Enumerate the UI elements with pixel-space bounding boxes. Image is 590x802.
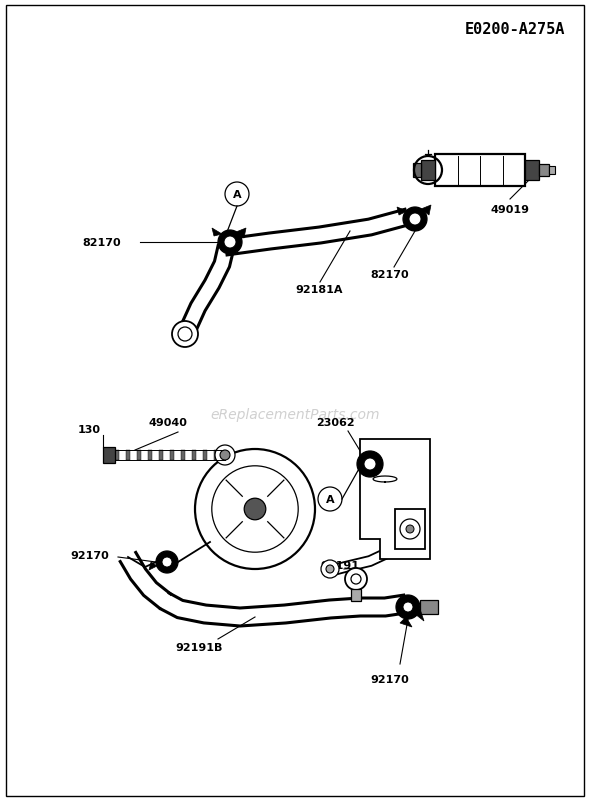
Polygon shape: [397, 208, 407, 216]
Circle shape: [224, 237, 236, 249]
Bar: [413, 164, 421, 178]
Text: 82170: 82170: [370, 269, 409, 280]
Bar: [103, 448, 115, 464]
Polygon shape: [400, 618, 412, 627]
Bar: [421, 160, 435, 180]
Polygon shape: [214, 451, 218, 460]
Text: 92170: 92170: [370, 674, 409, 684]
Polygon shape: [421, 206, 431, 216]
Polygon shape: [170, 451, 174, 460]
Polygon shape: [159, 451, 163, 460]
Text: E0200-A275A: E0200-A275A: [465, 22, 565, 37]
Circle shape: [220, 451, 230, 460]
Polygon shape: [415, 610, 424, 622]
Text: 92181A: 92181A: [295, 285, 343, 294]
Bar: [549, 167, 555, 175]
Circle shape: [172, 322, 198, 347]
Bar: [420, 600, 438, 614]
Circle shape: [215, 445, 235, 465]
Polygon shape: [360, 439, 430, 559]
Circle shape: [212, 466, 298, 553]
Circle shape: [156, 551, 178, 573]
Circle shape: [364, 459, 376, 471]
Circle shape: [162, 557, 172, 567]
Circle shape: [409, 214, 421, 225]
Polygon shape: [148, 451, 152, 460]
Circle shape: [345, 569, 367, 590]
Polygon shape: [236, 229, 246, 239]
Bar: [435, 155, 525, 187]
Text: 49040: 49040: [148, 418, 187, 427]
Circle shape: [244, 499, 266, 520]
Text: 130: 130: [78, 424, 101, 435]
Polygon shape: [203, 451, 207, 460]
Polygon shape: [137, 451, 141, 460]
Text: eReplacementParts.com: eReplacementParts.com: [210, 407, 380, 422]
Circle shape: [406, 525, 414, 533]
Circle shape: [403, 208, 427, 232]
Text: 49019: 49019: [490, 205, 529, 215]
Circle shape: [403, 602, 413, 612]
Text: A: A: [232, 190, 241, 200]
Circle shape: [357, 452, 383, 477]
Circle shape: [351, 574, 361, 585]
Bar: [539, 164, 549, 176]
Text: 92191B: 92191B: [175, 642, 222, 652]
Polygon shape: [149, 562, 157, 570]
Text: 92170: 92170: [70, 550, 109, 561]
Polygon shape: [126, 451, 130, 460]
Circle shape: [178, 327, 192, 342]
Circle shape: [218, 231, 242, 255]
Circle shape: [326, 565, 334, 573]
Bar: [525, 160, 539, 180]
Polygon shape: [115, 451, 119, 460]
Circle shape: [400, 520, 420, 539]
Text: 82170: 82170: [82, 237, 120, 248]
Bar: [351, 589, 361, 602]
Text: 23062: 23062: [316, 418, 355, 427]
Text: 92191: 92191: [320, 561, 359, 570]
Polygon shape: [192, 451, 196, 460]
Polygon shape: [212, 229, 222, 237]
Circle shape: [195, 449, 315, 569]
Bar: [395, 509, 425, 549]
Circle shape: [321, 561, 339, 578]
Polygon shape: [181, 451, 185, 460]
Circle shape: [396, 595, 420, 619]
Text: A: A: [326, 494, 335, 504]
